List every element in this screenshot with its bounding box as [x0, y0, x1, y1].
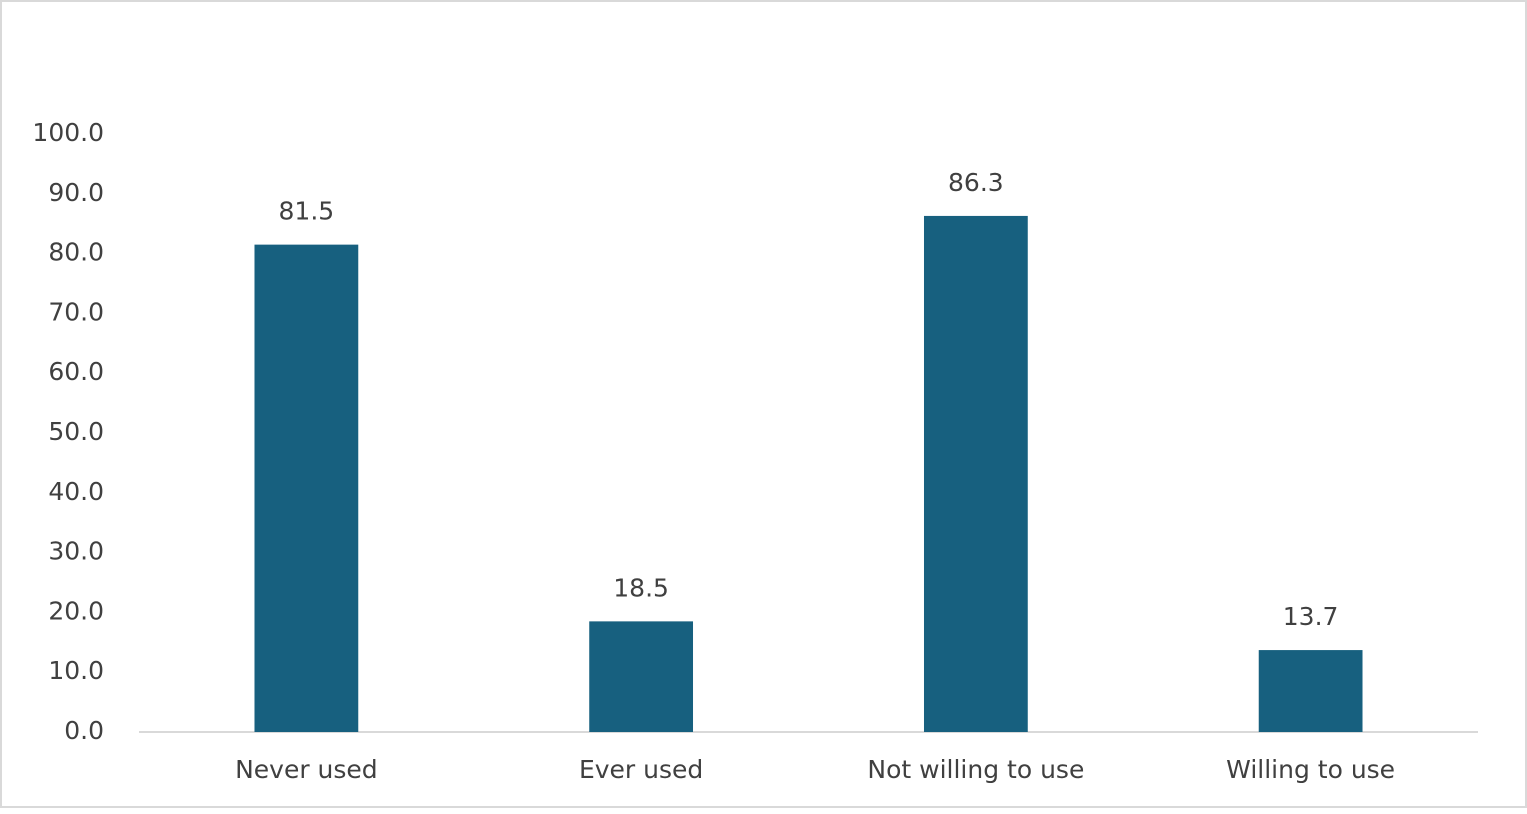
bar — [923, 215, 1028, 732]
y-tick-label: 40.0 — [48, 477, 104, 506]
x-tick-label: Ever used — [579, 755, 703, 784]
data-label: 86.3 — [948, 168, 1004, 197]
y-tick-label: 20.0 — [48, 596, 104, 625]
bar — [589, 621, 694, 732]
y-tick-label: 100.0 — [32, 118, 104, 147]
data-label: 81.5 — [279, 197, 335, 226]
y-tick-label: 80.0 — [48, 238, 104, 267]
x-tick-label: Not willing to use — [867, 755, 1084, 784]
y-tick-label: 30.0 — [48, 537, 104, 566]
x-tick-label: Willing to use — [1226, 755, 1395, 784]
y-tick-label: 0.0 — [64, 716, 104, 745]
y-tick-label: 10.0 — [48, 656, 104, 685]
x-tick-label: Never used — [235, 755, 378, 784]
y-tick-label: 60.0 — [48, 357, 104, 386]
bar — [254, 244, 359, 732]
data-label: 18.5 — [613, 573, 669, 602]
bar — [1258, 650, 1363, 732]
y-tick-label: 70.0 — [48, 297, 104, 326]
y-tick-label: 50.0 — [48, 417, 104, 446]
data-label: 13.7 — [1283, 602, 1339, 631]
y-tick-label: 90.0 — [48, 178, 104, 207]
